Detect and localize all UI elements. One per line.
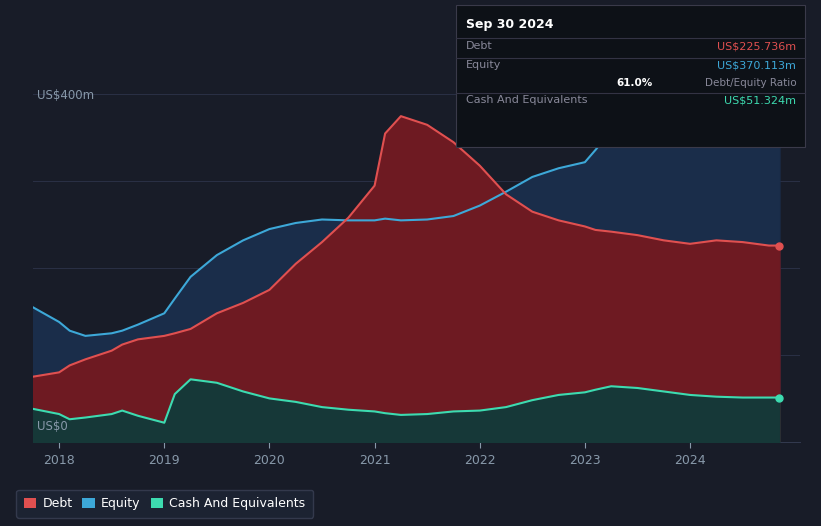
Text: Equity: Equity bbox=[466, 60, 501, 70]
Text: US$0: US$0 bbox=[37, 420, 67, 432]
Text: Debt/Equity Ratio: Debt/Equity Ratio bbox=[704, 78, 796, 88]
Text: Cash And Equivalents: Cash And Equivalents bbox=[466, 95, 587, 105]
Text: US$225.736m: US$225.736m bbox=[718, 41, 796, 51]
Legend: Debt, Equity, Cash And Equivalents: Debt, Equity, Cash And Equivalents bbox=[16, 490, 313, 518]
Text: US$370.113m: US$370.113m bbox=[718, 60, 796, 70]
Text: 61.0%: 61.0% bbox=[617, 78, 653, 88]
Text: Sep 30 2024: Sep 30 2024 bbox=[466, 18, 553, 32]
Text: US$400m: US$400m bbox=[37, 89, 94, 102]
Text: US$51.324m: US$51.324m bbox=[724, 95, 796, 105]
Text: Debt: Debt bbox=[466, 41, 493, 51]
